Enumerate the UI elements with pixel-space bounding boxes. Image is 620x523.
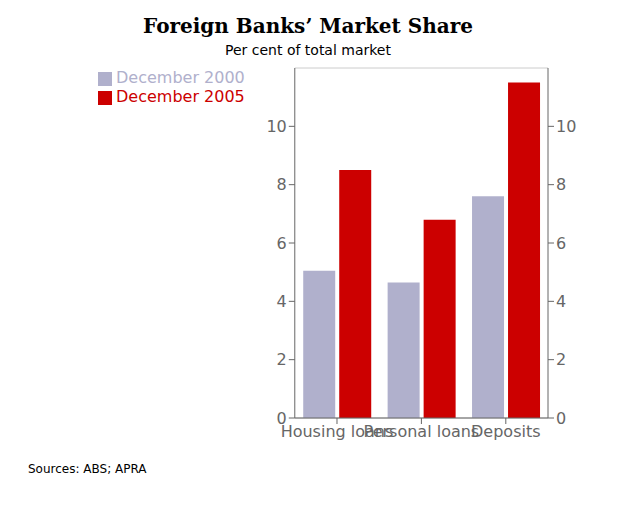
svg-text:8: 8 <box>277 175 287 194</box>
svg-text:2: 2 <box>556 350 566 369</box>
svg-text:Housing loans: Housing loans <box>280 422 394 442</box>
svg-text:Deposits: Deposits <box>471 422 541 441</box>
svg-text:%: % <box>267 58 282 62</box>
svg-text:4: 4 <box>556 292 566 311</box>
svg-text:Personal loans: Personal loans <box>364 422 480 441</box>
svg-text:%: % <box>560 58 575 62</box>
svg-text:10: 10 <box>556 117 576 136</box>
svg-text:0: 0 <box>277 409 287 428</box>
svg-text:10: 10 <box>266 117 286 136</box>
html-text:December 2000: December 2000 <box>116 68 245 87</box>
html-text:Per cent of total market: Per cent of total market <box>225 42 391 58</box>
svg-text:6: 6 <box>556 234 566 253</box>
svg-text:0: 0 <box>556 409 566 428</box>
html-text:Foreign Banks’ Market Share: Foreign Banks’ Market Share <box>143 14 473 38</box>
html-text:Sources: ABS; APRA: Sources: ABS; APRA <box>28 462 147 476</box>
svg-text:4: 4 <box>277 292 287 311</box>
svg-text:6: 6 <box>277 234 287 253</box>
html-text:December 2005: December 2005 <box>116 87 245 106</box>
svg-text:2: 2 <box>277 350 287 369</box>
svg-text:8: 8 <box>556 175 566 194</box>
